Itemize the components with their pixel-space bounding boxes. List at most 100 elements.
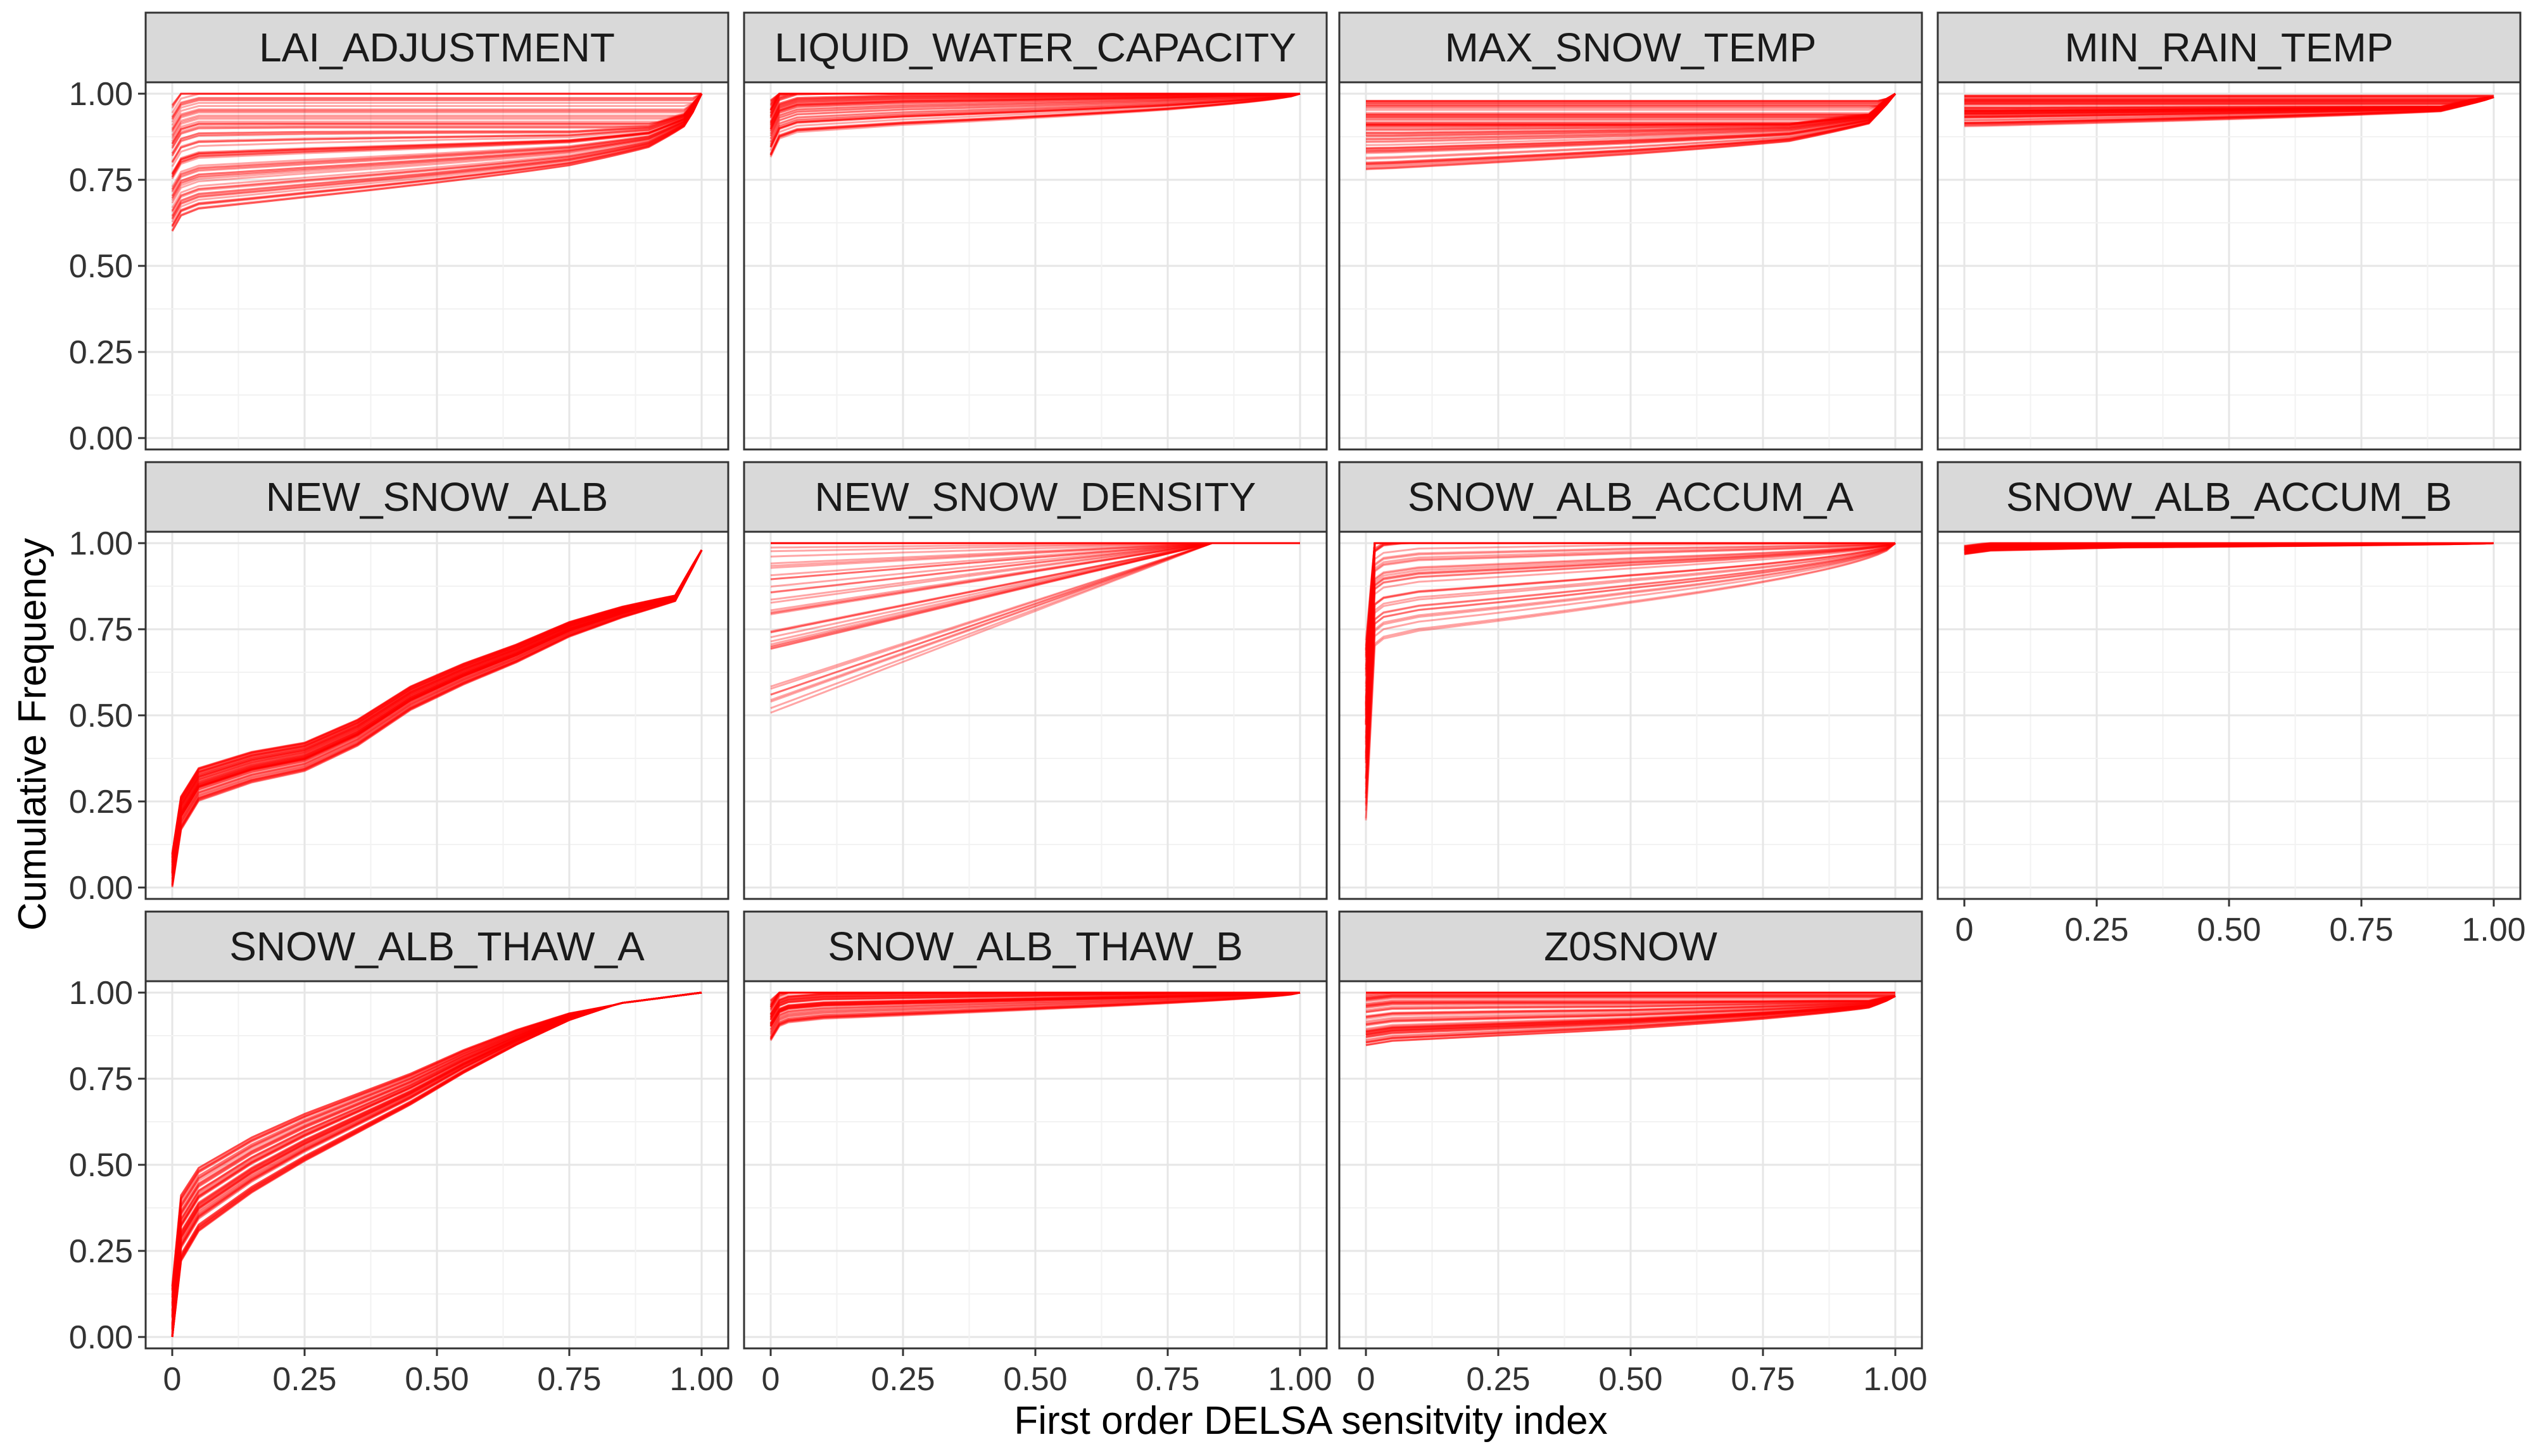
ecdf-curve bbox=[171, 991, 702, 1329]
ecdf-curve bbox=[171, 93, 703, 227]
ecdf-curve bbox=[171, 93, 703, 173]
ecdf-curve bbox=[769, 991, 1300, 1015]
y-tick-label: 0.00 bbox=[69, 420, 133, 457]
ecdf-curve bbox=[1365, 93, 1897, 165]
facet-curves bbox=[171, 991, 702, 1338]
ecdf-curve bbox=[171, 991, 702, 1338]
ecdf-curve bbox=[769, 92, 1300, 119]
ecdf-curve bbox=[171, 549, 703, 873]
ecdf-curve bbox=[171, 93, 703, 191]
ecdf-curve bbox=[1964, 96, 2494, 115]
y-tick-label: 0.00 bbox=[69, 1319, 133, 1356]
ecdf-curve bbox=[1964, 96, 2494, 109]
ecdf-curve bbox=[769, 991, 1301, 1030]
ecdf-curve bbox=[171, 549, 703, 874]
ecdf-curve bbox=[1964, 542, 2494, 553]
ecdf-curve bbox=[1964, 96, 2494, 124]
ecdf-curve bbox=[171, 991, 702, 1333]
ecdf-curve bbox=[171, 93, 703, 217]
ecdf-curve bbox=[1365, 92, 1897, 152]
x-tick-label: 0.25 bbox=[1466, 1361, 1530, 1398]
ecdf-curve bbox=[1366, 92, 1896, 104]
ecdf-curve bbox=[1365, 995, 1896, 1034]
ecdf-curve bbox=[769, 92, 1301, 147]
ecdf-curve bbox=[171, 549, 703, 876]
ecdf-curve bbox=[171, 991, 702, 1324]
facet-curves bbox=[1964, 94, 2494, 127]
ecdf-curve bbox=[171, 991, 702, 1295]
ecdf-curve bbox=[171, 93, 703, 192]
ecdf-curve bbox=[1365, 542, 1895, 725]
ecdf-curve bbox=[1365, 995, 1896, 1046]
ecdf-curve bbox=[171, 991, 702, 1327]
facet-strip-label: LAI_ADJUSTMENT bbox=[259, 25, 615, 70]
ecdf-curve bbox=[171, 549, 703, 873]
ecdf-curve bbox=[1365, 542, 1896, 779]
ecdf-curve bbox=[171, 991, 702, 1311]
ecdf-curve bbox=[1365, 542, 1896, 785]
ecdf-curve bbox=[769, 991, 1301, 1027]
ecdf-curve bbox=[1964, 96, 2494, 126]
facet-grid bbox=[146, 82, 728, 449]
x-tick-label: 0.75 bbox=[537, 1361, 601, 1398]
ecdf-curve bbox=[171, 549, 703, 862]
ecdf-curve bbox=[769, 991, 1300, 1006]
ecdf-curve bbox=[1964, 96, 2494, 113]
facet-strip bbox=[1338, 910, 1923, 982]
ecdf-curve bbox=[1964, 542, 2494, 555]
ecdf-curve bbox=[1365, 542, 1896, 746]
ecdf-curve bbox=[769, 92, 1300, 110]
ecdf-curve bbox=[171, 93, 703, 139]
ecdf-curve bbox=[171, 549, 703, 855]
ecdf-curve bbox=[171, 93, 703, 175]
ecdf-curve bbox=[1964, 96, 2494, 112]
x-tick-label: 0.50 bbox=[1003, 1361, 1067, 1398]
ecdf-curve bbox=[1964, 542, 2494, 548]
ecdf-curve bbox=[1366, 92, 1896, 127]
ecdf-curve bbox=[1366, 92, 1896, 134]
ecdf-curve bbox=[1365, 995, 1896, 1022]
ecdf-curve bbox=[171, 93, 703, 178]
ecdf-curve bbox=[770, 542, 1300, 710]
ecdf-curve bbox=[1365, 995, 1896, 1011]
ecdf-curve bbox=[171, 93, 703, 211]
ecdf-curve bbox=[1964, 96, 2494, 115]
ecdf-curve bbox=[1964, 96, 2494, 113]
facet-snow-alb-accum-a: SNOW_ALB_ACCUM_A bbox=[1338, 461, 1923, 900]
ecdf-curve bbox=[171, 549, 703, 887]
ecdf-curve bbox=[1964, 96, 2494, 125]
ecdf-curve bbox=[1365, 995, 1896, 1001]
ecdf-curve bbox=[171, 549, 703, 872]
ecdf-curve bbox=[770, 542, 1300, 581]
ecdf-curve bbox=[1366, 92, 1896, 128]
ecdf-curve bbox=[171, 549, 703, 882]
ecdf-curve bbox=[1365, 995, 1896, 1024]
y-tick-label: 0.25 bbox=[69, 334, 133, 371]
ecdf-curve bbox=[770, 542, 1300, 558]
x-tick-label: 0.25 bbox=[2064, 912, 2128, 948]
ecdf-curve bbox=[1365, 542, 1895, 651]
ecdf-curve bbox=[171, 549, 703, 855]
ecdf-curve bbox=[1964, 96, 2494, 124]
ecdf-curve bbox=[171, 991, 702, 1307]
facet-curves bbox=[1964, 542, 2494, 556]
ecdf-curve bbox=[1365, 93, 1897, 166]
ecdf-curve bbox=[1964, 542, 2494, 552]
ecdf-curve bbox=[769, 991, 1301, 1021]
ecdf-curve bbox=[769, 92, 1301, 134]
ecdf-curve bbox=[770, 92, 1300, 101]
ecdf-curve bbox=[1366, 92, 1896, 114]
ecdf-curve bbox=[1365, 542, 1896, 799]
ecdf-curve bbox=[769, 991, 1301, 1024]
ecdf-curve bbox=[1365, 995, 1896, 1030]
facet-strip-label: MIN_RAIN_TEMP bbox=[2064, 25, 2393, 70]
ecdf-curve bbox=[1964, 542, 2494, 555]
ecdf-curve bbox=[1365, 92, 1897, 142]
ecdf-curve bbox=[171, 93, 703, 133]
ecdf-curve bbox=[171, 991, 702, 1338]
ecdf-curve bbox=[171, 549, 703, 864]
ecdf-curve bbox=[171, 991, 702, 1314]
ecdf-curve bbox=[769, 991, 1300, 1002]
ecdf-curve bbox=[1964, 96, 2494, 103]
